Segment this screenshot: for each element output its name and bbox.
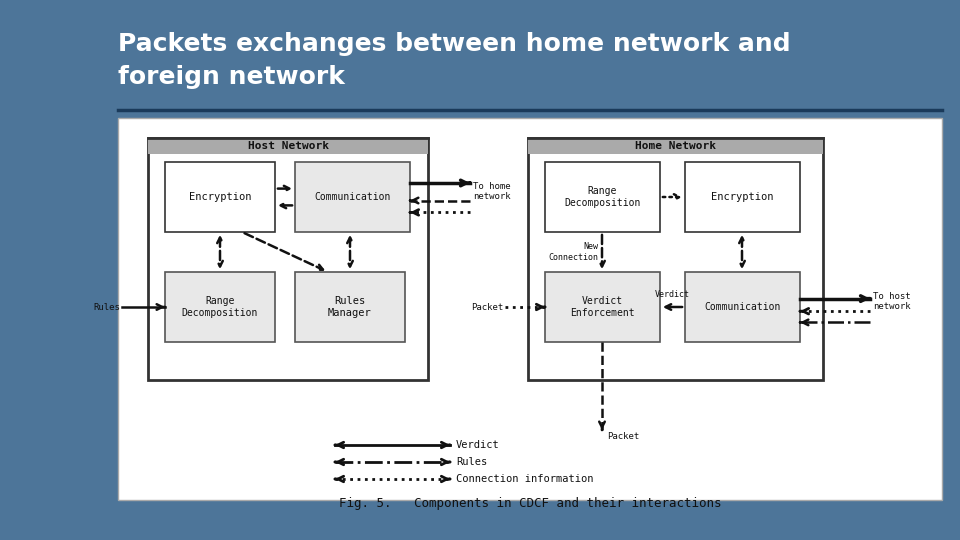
- Text: Verdict: Verdict: [456, 440, 500, 450]
- Text: To home
network: To home network: [473, 181, 511, 201]
- Text: Communication: Communication: [705, 302, 780, 312]
- Text: Fig. 5.   Components in CDCF and their interactions: Fig. 5. Components in CDCF and their int…: [339, 497, 721, 510]
- Bar: [545, 272, 660, 342]
- Text: Verdict: Verdict: [655, 290, 689, 299]
- Text: Rules
Manager: Rules Manager: [328, 296, 372, 318]
- Text: Rules: Rules: [93, 302, 120, 312]
- Bar: [685, 162, 800, 232]
- Text: Home Network: Home Network: [635, 141, 716, 151]
- Text: Communication: Communication: [314, 192, 391, 202]
- Text: Range
Decomposition: Range Decomposition: [564, 186, 640, 208]
- Text: Encryption: Encryption: [189, 192, 252, 202]
- Text: Encryption: Encryption: [711, 192, 774, 202]
- Text: Packet: Packet: [470, 302, 503, 312]
- Text: Rules: Rules: [456, 457, 488, 467]
- Text: Range
Decomposition: Range Decomposition: [181, 296, 258, 318]
- Bar: [118, 118, 942, 500]
- Text: New
Connection: New Connection: [548, 242, 598, 262]
- Text: Host Network: Host Network: [248, 141, 328, 151]
- Text: Packet: Packet: [607, 432, 639, 441]
- Bar: [295, 272, 405, 342]
- Bar: [685, 272, 800, 342]
- Bar: [545, 162, 660, 232]
- Text: Verdict
Enforcement: Verdict Enforcement: [570, 296, 635, 318]
- Bar: [528, 138, 823, 154]
- Text: Connection information: Connection information: [456, 474, 593, 484]
- Bar: [528, 138, 823, 380]
- Bar: [165, 162, 275, 232]
- Text: Packets exchanges between home network and: Packets exchanges between home network a…: [118, 32, 791, 56]
- Text: To host
network: To host network: [873, 292, 911, 311]
- Bar: [148, 138, 428, 154]
- Bar: [295, 162, 410, 232]
- Bar: [165, 272, 275, 342]
- Bar: [148, 138, 428, 380]
- Text: foreign network: foreign network: [118, 65, 345, 89]
